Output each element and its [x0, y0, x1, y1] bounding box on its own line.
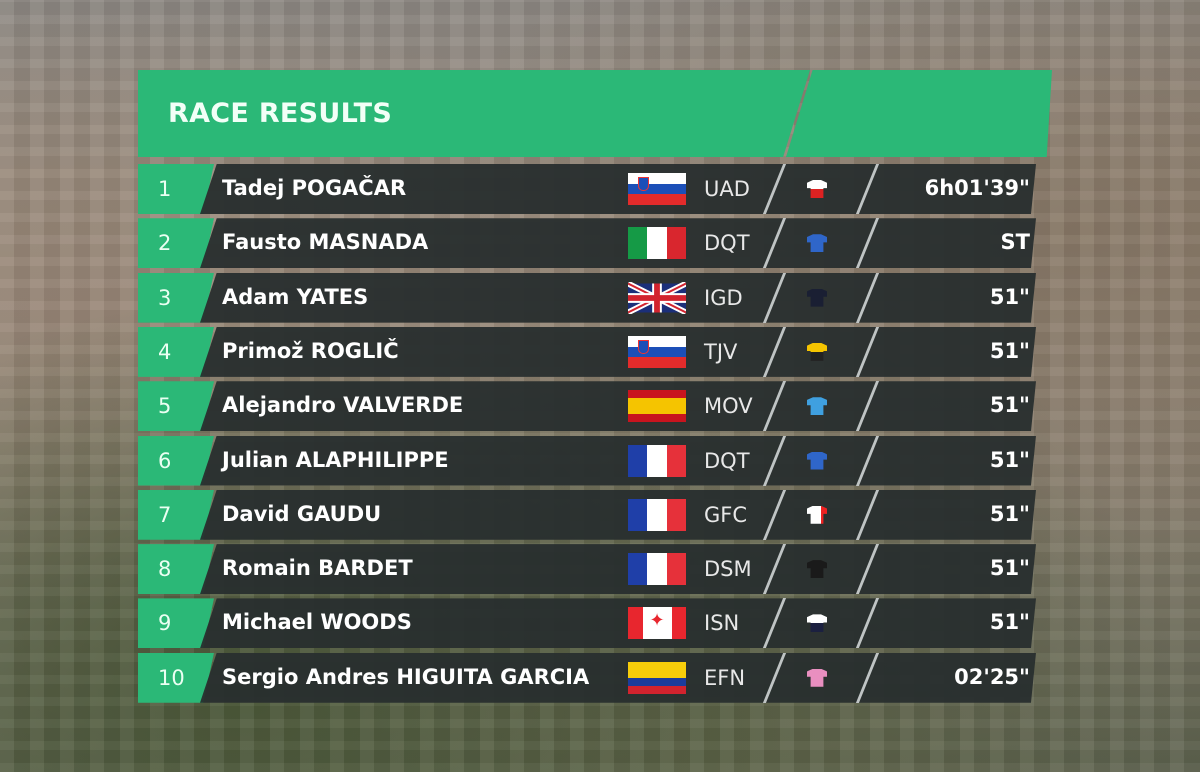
row-bar	[200, 381, 1036, 432]
rank-number: 10	[158, 665, 185, 690]
flag-spain-icon	[628, 390, 686, 423]
time-gap: 51"	[989, 610, 1030, 635]
time-gap: 51"	[989, 447, 1030, 472]
team-code: GFC	[704, 502, 748, 527]
row-bar	[200, 489, 1036, 540]
header-band-right	[786, 70, 1052, 157]
flag-france-icon	[628, 498, 686, 531]
rank-number: 8	[158, 557, 172, 582]
team-code: EFN	[704, 665, 746, 690]
rank-number: 1	[158, 177, 172, 201]
rank-number: 6	[158, 448, 172, 473]
row-bar	[200, 218, 1036, 269]
team-code: TJV	[704, 339, 738, 364]
team-code: DSM	[704, 557, 752, 582]
row-bar	[200, 326, 1036, 377]
rank-number: 5	[158, 394, 172, 419]
results-header: RACE RESULTS	[138, 70, 1052, 157]
team-code: DQT	[704, 448, 750, 473]
team-code: IGD	[704, 285, 743, 310]
rank-cell: 5	[138, 381, 214, 432]
table-row: 2 Fausto MASNADA DQT ST	[138, 218, 1038, 269]
time-gap: 51"	[989, 501, 1030, 526]
groupama-fdj-jersey-icon	[807, 505, 827, 524]
flag-united-kingdom-icon	[628, 281, 686, 314]
rank-cell: 7	[138, 489, 214, 540]
movistar-jersey-icon	[807, 397, 827, 416]
table-row: 10 Sergio Andres HIGUITA GARCIA EFN 02'2…	[138, 652, 1038, 703]
table-row: 3 Adam YATES IGD 51"	[138, 272, 1038, 323]
team-code: ISN	[704, 611, 740, 636]
rank-cell: 2	[138, 218, 214, 269]
rank-number: 4	[158, 339, 172, 364]
jumbo-visma-jersey-icon	[807, 342, 827, 361]
uae-team-emirates-jersey-icon	[807, 180, 827, 198]
row-bar	[200, 544, 1036, 595]
rider-name: Alejandro VALVERDE	[222, 393, 464, 418]
row-bar	[200, 652, 1036, 703]
table-row: 9 Michael WOODS ✦ ISN 51"	[138, 598, 1038, 649]
flag-france-icon	[628, 444, 686, 477]
time-gap: 6h01'39"	[924, 176, 1030, 200]
flag-france-icon	[628, 553, 686, 586]
deceuninck-quickstep-jersey-icon	[807, 451, 827, 470]
table-row: 7 David GAUDU GFC 51"	[138, 489, 1038, 540]
team-code: UAD	[704, 177, 750, 201]
time-gap: 51"	[989, 393, 1030, 418]
row-bar	[200, 164, 1036, 214]
rider-name: Sergio Andres HIGUITA GARCIA	[222, 664, 590, 689]
table-row: 8 Romain BARDET DSM 51"	[138, 544, 1038, 595]
flag-colombia-icon	[628, 661, 686, 694]
flag-italy-icon	[628, 227, 686, 260]
table-row: 5 Alejandro VALVERDE MOV 51"	[138, 381, 1038, 432]
time-gap: ST	[1000, 230, 1030, 255]
flag-slovenia-icon	[628, 173, 686, 205]
rank-cell: 6	[138, 435, 214, 486]
rank-cell: 1	[138, 164, 214, 214]
israel-start-up-nation-jersey-icon	[807, 614, 827, 633]
deceuninck-quickstep-jersey-icon	[807, 234, 827, 253]
team-dsm-jersey-icon	[807, 560, 827, 579]
rank-cell: 4	[138, 326, 214, 377]
rank-number: 3	[158, 285, 172, 310]
table-row: 1 Tadej POGAČAR UAD 6h01'39"	[138, 164, 1038, 214]
ef-nippo-jersey-icon	[807, 668, 827, 687]
row-bar	[200, 598, 1036, 649]
ineos-grenadiers-jersey-icon	[807, 288, 827, 307]
table-row: 6 Julian ALAPHILIPPE DQT 51"	[138, 435, 1038, 486]
rank-number: 2	[158, 231, 172, 256]
rank-number: 7	[158, 502, 172, 527]
rank-cell: 3	[138, 272, 214, 323]
time-gap: 51"	[989, 556, 1030, 581]
rider-name: Michael WOODS	[222, 610, 412, 635]
rank-cell: 8	[138, 544, 214, 595]
team-code: MOV	[704, 394, 753, 419]
header-band-left	[138, 70, 810, 157]
time-gap: 51"	[989, 338, 1030, 363]
page-title: RACE RESULTS	[168, 98, 393, 129]
rider-name: Adam YATES	[222, 284, 369, 309]
time-gap: 02'25"	[954, 664, 1030, 689]
flag-slovenia-icon	[628, 335, 686, 368]
table-row: 4 Primož ROGLIČ TJV 51"	[138, 326, 1038, 377]
rank-number: 9	[158, 611, 172, 636]
rider-name: Romain BARDET	[222, 556, 413, 581]
rider-name: Tadej POGAČAR	[222, 176, 407, 200]
rank-cell: 10	[138, 652, 214, 703]
rider-name: Julian ALAPHILIPPE	[222, 447, 449, 472]
row-bar	[200, 435, 1036, 486]
row-bar	[200, 272, 1036, 323]
rank-cell: 9	[138, 598, 214, 649]
rider-name: Fausto MASNADA	[222, 230, 429, 255]
team-code: DQT	[704, 231, 750, 256]
time-gap: 51"	[989, 284, 1030, 309]
rider-name: David GAUDU	[222, 501, 382, 526]
flag-canada-icon: ✦	[628, 607, 686, 640]
rider-name: Primož ROGLIČ	[222, 338, 399, 363]
